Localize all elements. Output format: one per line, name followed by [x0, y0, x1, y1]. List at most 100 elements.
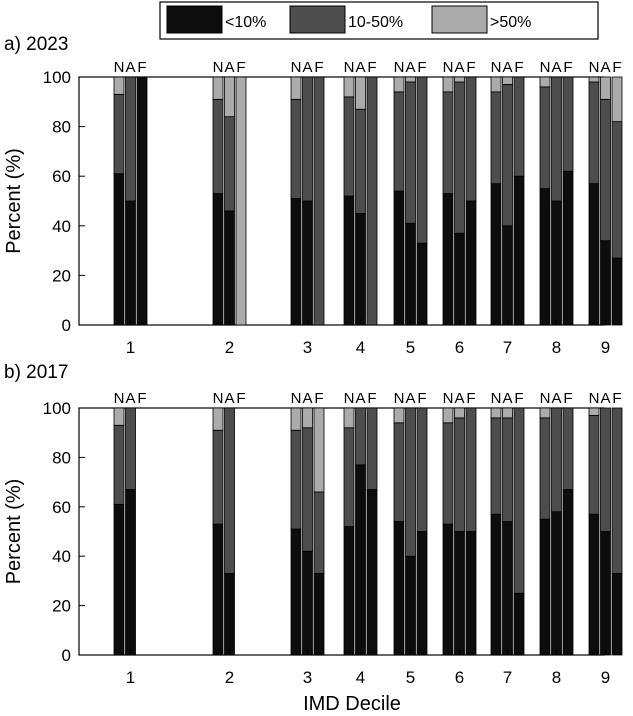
bar-segment [125, 489, 136, 656]
bar-segment [465, 200, 477, 326]
bar-segment [313, 407, 325, 493]
bar-segment [502, 76, 513, 85]
y-tick-label: 20 [52, 266, 71, 285]
bar-segment [355, 407, 366, 466]
bar-segment [551, 76, 562, 202]
bar-group-label: F [417, 390, 426, 407]
bar-segment [454, 417, 465, 532]
legend-swatch [166, 5, 223, 34]
bar-segment [588, 407, 600, 416]
bar-segment [502, 84, 513, 227]
bar-segment [588, 183, 600, 326]
bar-segment [442, 422, 454, 525]
bar-segment [113, 407, 125, 426]
bar-group-label: A [502, 390, 512, 407]
bar-segment [290, 407, 302, 431]
bar-segment [600, 531, 611, 656]
bar-segment [366, 489, 378, 656]
bar-group-label: A [454, 390, 464, 407]
bar-segment [465, 531, 477, 656]
bar-segment [343, 407, 355, 429]
bar-segment [611, 257, 623, 326]
bar-segment [562, 170, 574, 326]
x-tick-label: 2 [225, 668, 234, 687]
bar-group-label: F [236, 59, 245, 76]
bar-segment [442, 523, 454, 656]
bar-segment [136, 76, 148, 326]
bar-group-label: F [466, 59, 475, 76]
bar-group-label: N [443, 59, 454, 76]
bar-segment [366, 76, 378, 326]
legend-swatch [431, 5, 488, 34]
plot-frame [78, 407, 605, 656]
bar-segment [490, 76, 502, 93]
bar-segment [465, 76, 477, 202]
bar-segment [405, 555, 416, 656]
y-tick-label: 100 [43, 68, 71, 87]
x-tick-label: 9 [601, 668, 610, 687]
y-tick-label: 60 [52, 498, 71, 517]
bar-group-label: F [612, 59, 621, 76]
bar-segment [600, 240, 611, 326]
bar-segment [393, 190, 405, 326]
bar-segment [113, 503, 125, 656]
x-tick-label: 9 [601, 338, 610, 357]
bar-group-label: F [137, 390, 146, 407]
bar-group-label: A [355, 59, 365, 76]
bar-segment [611, 121, 623, 259]
bar-segment [405, 76, 416, 83]
bar-segment [539, 417, 551, 520]
bar-segment [212, 193, 224, 326]
bar-segment [416, 531, 428, 656]
bar-segment [588, 76, 600, 83]
bar-segment [454, 76, 465, 83]
bar-group-label: N [213, 59, 224, 76]
y-tick-label: 60 [52, 167, 71, 186]
bar-segment [313, 491, 325, 574]
bar-segment [125, 200, 136, 326]
bar-segment [343, 76, 355, 98]
bar-segment [551, 511, 562, 656]
bar-group-label: F [314, 59, 323, 76]
bar-segment [224, 76, 235, 118]
y-tick-label: 80 [52, 118, 71, 137]
bar-segment [416, 76, 428, 244]
bar-group-label: N [114, 390, 125, 407]
legend-box [159, 1, 599, 40]
x-tick-label: 8 [552, 668, 561, 687]
bar-group-label: A [302, 390, 312, 407]
bar-segment [302, 427, 313, 552]
bar-group-label: A [125, 390, 135, 407]
x-tick-label: 3 [303, 338, 312, 357]
bar-group-label: N [394, 390, 405, 407]
y-tick-label: 100 [43, 399, 71, 418]
bar-segment [393, 91, 405, 192]
bar-segment [442, 76, 454, 93]
bar-segment [393, 76, 405, 93]
bar-segment [290, 429, 302, 530]
bar-segment [502, 407, 513, 419]
bar-segment [600, 98, 611, 242]
bar-segment [212, 429, 224, 525]
bar-segment [490, 91, 502, 185]
bar-segment [290, 198, 302, 326]
bar-group-label: N [491, 59, 502, 76]
bar-group-label: N [291, 59, 302, 76]
y-tick-label: 40 [52, 217, 71, 236]
bar-group-label: N [540, 390, 551, 407]
bar-group-label: N [344, 390, 355, 407]
x-tick-label: 5 [406, 338, 415, 357]
bar-group-label: F [314, 390, 323, 407]
bar-segment [513, 407, 525, 594]
bar-segment [588, 415, 600, 515]
bar-segment [442, 91, 454, 194]
bar-segment [539, 86, 551, 189]
bar-group-label: A [600, 59, 610, 76]
bar-segment [343, 427, 355, 527]
bar-segment [588, 81, 600, 185]
bar-group-label: F [514, 59, 523, 76]
bar-group-label: A [551, 390, 561, 407]
bar-segment [513, 76, 525, 177]
